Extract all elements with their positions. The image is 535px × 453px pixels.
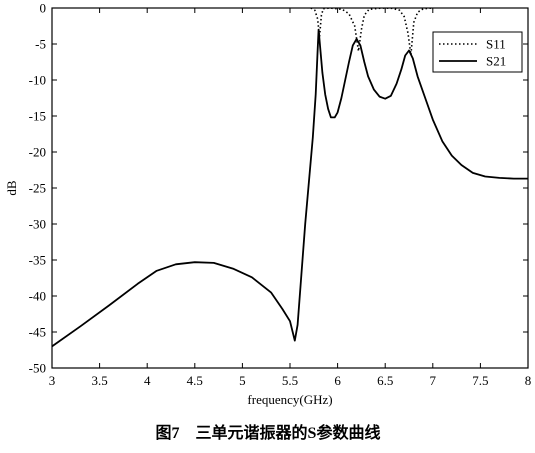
x-tick-label: 6.5 bbox=[377, 373, 393, 388]
y-tick-label: -40 bbox=[29, 289, 46, 304]
series-line-s21 bbox=[52, 28, 528, 348]
x-tick-label: 5 bbox=[239, 373, 246, 388]
x-axis-label: frequency(GHz) bbox=[247, 392, 332, 407]
y-tick-label: -45 bbox=[29, 325, 46, 340]
legend-box bbox=[432, 31, 523, 73]
y-tick-label: -35 bbox=[29, 253, 46, 268]
y-tick-label: -50 bbox=[29, 361, 46, 376]
x-tick-label: 3 bbox=[49, 373, 56, 388]
y-tick-label: -20 bbox=[29, 145, 46, 160]
x-tick-label: 8 bbox=[525, 373, 532, 388]
y-tick-label: -5 bbox=[35, 37, 46, 52]
y-axis-ticks: 0 -5 -10 -15 -20 -25 -30 -35 -40 -45 -50 bbox=[29, 1, 528, 376]
x-tick-label: 6 bbox=[334, 373, 341, 388]
x-tick-label: 4 bbox=[144, 373, 151, 388]
legend-label-s21: S21 bbox=[486, 54, 506, 69]
series-layer bbox=[52, 8, 528, 348]
legend-label-s11: S11 bbox=[486, 37, 506, 52]
x-tick-label: 7 bbox=[430, 373, 437, 388]
x-tick-label: 4.5 bbox=[187, 373, 203, 388]
y-tick-label: -10 bbox=[29, 73, 46, 88]
x-tick-label: 5.5 bbox=[282, 373, 298, 388]
y-axis-label: dB bbox=[4, 180, 19, 196]
y-tick-label: -25 bbox=[29, 181, 46, 196]
x-tick-label: 3.5 bbox=[91, 373, 107, 388]
y-tick-label: -15 bbox=[29, 109, 46, 124]
x-axis-ticks: 3 3.5 4 4.5 5 5.5 6 6.5 7 7.5 8 bbox=[49, 8, 532, 388]
series-line-s11 bbox=[310, 8, 433, 56]
y-tick-label: -30 bbox=[29, 217, 46, 232]
x-tick-label: 7.5 bbox=[472, 373, 488, 388]
figure-caption: 图7 三单元谐振器的S参数曲线 bbox=[156, 423, 381, 442]
y-tick-label: 0 bbox=[40, 1, 47, 16]
